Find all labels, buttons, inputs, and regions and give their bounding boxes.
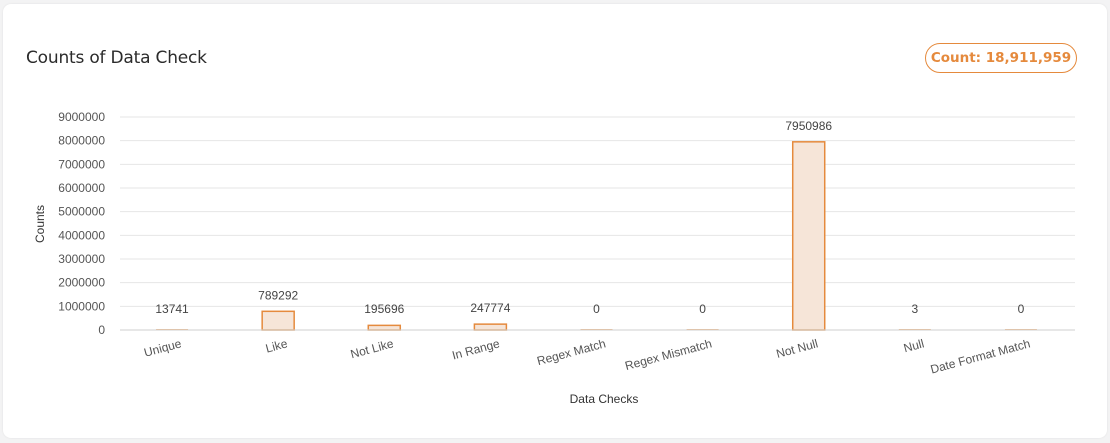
y-tick-label: 5000000 <box>58 205 105 219</box>
data-labels: 13741 789292 195696 247774 0 0 7950986 3 0 <box>155 119 1024 316</box>
y-tick-label: 7000000 <box>58 157 105 171</box>
chart-title: Counts of Data Check <box>26 48 207 68</box>
y-tick-label: 2000000 <box>58 276 105 290</box>
x-tick-label: Like <box>264 336 289 355</box>
chart-card <box>3 4 1107 438</box>
x-tick-label: Regex Mismatch <box>623 336 713 373</box>
y-tick-label: 3000000 <box>58 252 105 266</box>
x-tick-label: Null <box>902 336 926 355</box>
y-tick-label: 6000000 <box>58 181 105 195</box>
gridlines <box>120 116 1075 307</box>
x-tick-label: Date Format Match <box>929 336 1032 376</box>
data-label: 0 <box>1018 302 1025 316</box>
data-label: 247774 <box>470 301 510 315</box>
y-tick-label: 4000000 <box>58 228 105 242</box>
y-tick-label: 1000000 <box>58 299 105 313</box>
y-axis-title: Counts <box>33 205 47 243</box>
x-tick-label: Unique <box>142 336 183 359</box>
x-tick-label: Regex Match <box>535 336 607 368</box>
x-axis-title: Data Checks <box>570 392 639 406</box>
y-tick-label: 9000000 <box>58 110 105 124</box>
data-label: 0 <box>593 302 600 316</box>
data-label: 13741 <box>155 302 189 316</box>
data-label: 3 <box>911 302 918 316</box>
x-tick-label: In Range <box>450 336 501 362</box>
y-tick-label: 0 <box>98 323 105 337</box>
data-label: 789292 <box>258 288 298 302</box>
data-label: 0 <box>699 302 706 316</box>
y-tick-label: 8000000 <box>58 134 105 148</box>
x-tick-label: Not Null <box>775 336 820 361</box>
bar-not-null[interactable] <box>791 141 826 331</box>
bar-in-range[interactable] <box>473 323 508 331</box>
bar-like[interactable] <box>261 310 295 331</box>
bar-not-like[interactable] <box>367 324 402 331</box>
data-label: 7950986 <box>785 119 832 133</box>
x-tick-label: Not Like <box>349 336 395 361</box>
y-axis-ticks: 0 1000000 2000000 3000000 4000000 5000000 6000… <box>58 110 105 337</box>
x-axis-labels: Unique Like Not Like In Range Regex Match Reg… <box>142 336 1031 376</box>
total-count-badge[interactable]: Count: 18,911,959 <box>925 43 1077 73</box>
data-label: 195696 <box>364 302 404 316</box>
